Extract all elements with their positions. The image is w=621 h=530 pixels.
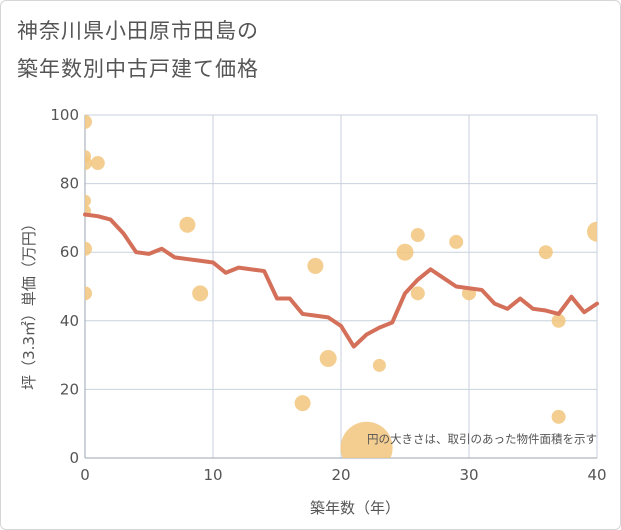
- x-tick-label: 20: [331, 466, 350, 484]
- y-tick-label: 40: [60, 312, 79, 330]
- x-tick-label: 0: [80, 466, 90, 484]
- bubble-point: [372, 358, 386, 372]
- x-tick-label: 40: [587, 466, 606, 484]
- y-tick-label: 0: [69, 449, 79, 467]
- bubble-point: [587, 221, 597, 242]
- bubble-point: [179, 216, 196, 233]
- y-axis-ticks: 0 20 40 60 80 100: [50, 106, 79, 467]
- bubble-point: [551, 313, 566, 328]
- chart-title-line-2: 築年数別中古戸建て価格: [17, 57, 259, 81]
- bubble-point: [85, 241, 92, 256]
- bubble-point: [410, 228, 425, 243]
- bubble-point: [85, 114, 92, 129]
- size-note: 円の大きさは、取引のあった物件面積を示す: [367, 432, 597, 446]
- y-tick-label: 20: [60, 380, 79, 398]
- bubble-point: [410, 286, 425, 301]
- chart-title-line-1: 神奈川県小田原市田島の: [17, 19, 259, 43]
- average-line-layer: [83, 212, 599, 349]
- x-tick-label: 30: [459, 466, 478, 484]
- bubble-point: [85, 194, 91, 207]
- bubble-point: [396, 243, 414, 261]
- bubble-point: [538, 245, 553, 260]
- bubble-point: [449, 234, 464, 249]
- bubble-point: [192, 285, 209, 302]
- bubble-point: [307, 257, 324, 274]
- x-axis-label: 築年数（年）: [310, 499, 400, 517]
- x-tick-label: 10: [203, 466, 222, 484]
- average-price-line: [83, 212, 599, 349]
- bubble-point: [551, 409, 566, 424]
- bubble-layer: [85, 114, 597, 458]
- bubble-point: [85, 286, 92, 301]
- y-axis-label: 坪（3.3㎡）単価（万円）: [20, 216, 38, 390]
- bubble-point: [85, 156, 92, 171]
- bubble-point: [90, 156, 105, 171]
- bubble-point: [340, 421, 393, 458]
- y-tick-label: 80: [60, 175, 79, 193]
- grid: [84, 114, 598, 459]
- y-tick-label: 60: [60, 243, 79, 261]
- x-axis-ticks: 0 10 20 30 40: [80, 466, 606, 484]
- y-tick-label: 100: [50, 106, 79, 124]
- bubble-point: [294, 395, 311, 412]
- bubble-point: [319, 350, 337, 368]
